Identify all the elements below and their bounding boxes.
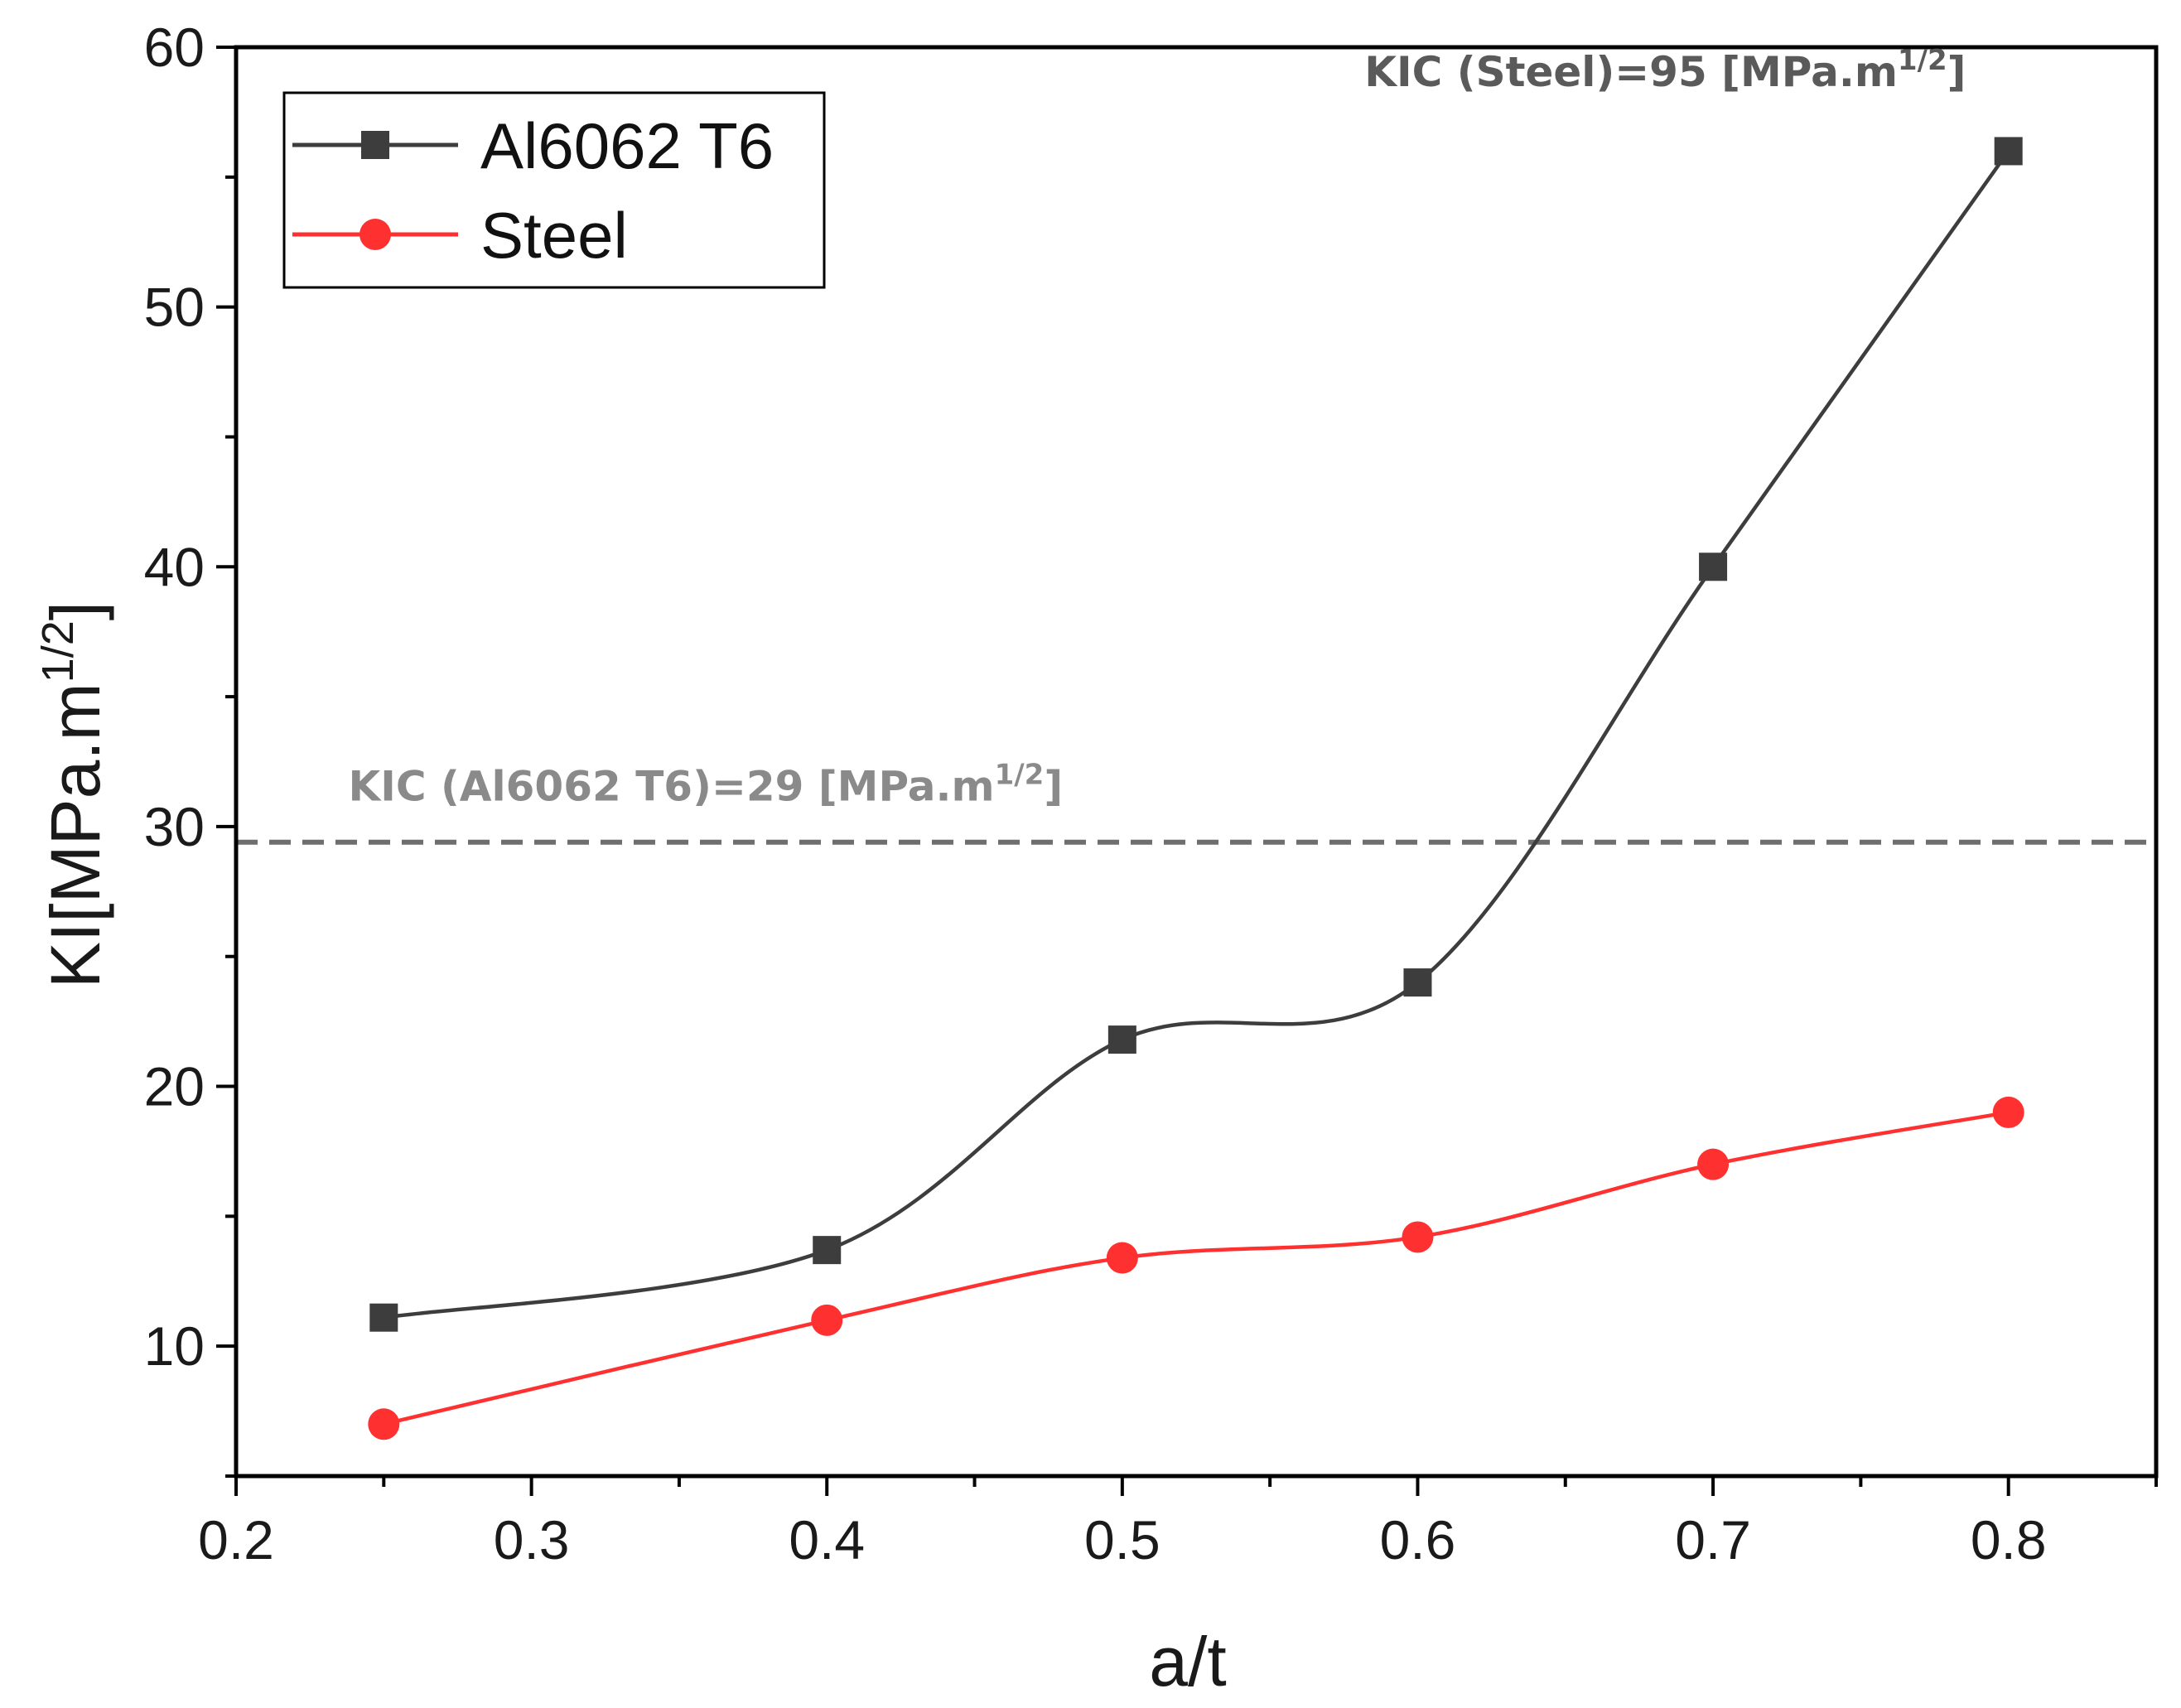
axis-ticks: 0.2 0.3 0.4 0.5 0.6 0.7 0.8 10 20 30 40 50 60: [144, 17, 2158, 1570]
data-point-circle: [368, 1408, 400, 1440]
x-tick-label: 0.4: [789, 1509, 865, 1570]
data-point-circle: [811, 1304, 843, 1336]
x-tick-label: 0.5: [1084, 1509, 1160, 1570]
y-tick-label: 10: [144, 1315, 205, 1377]
legend-label: Steel: [480, 199, 628, 272]
annotation-main: KIC (Steel)=95 [MPa.m: [1364, 48, 1898, 96]
data-point-circle: [1106, 1242, 1138, 1274]
legend-box: [282, 91, 826, 289]
y-axis-label-sup: 1/2: [33, 620, 83, 683]
annotation-main: KIC (Al6062 T6)=29 [MPa.m: [349, 763, 995, 811]
legend-marker-square: [361, 131, 389, 159]
data-point-circle: [1992, 1096, 2024, 1128]
legend-marker-circle: [359, 219, 391, 250]
y-tick-label: 50: [144, 277, 205, 338]
y-tick-label: 20: [144, 1056, 205, 1117]
x-axis-label: a/t: [1149, 1623, 1226, 1701]
annotation-close: ]: [1947, 48, 1966, 96]
series-al6062-t6: [369, 137, 2023, 1332]
data-point-circle: [1697, 1148, 1730, 1180]
y-axis-label-main: KI[MPa.m: [36, 683, 114, 988]
annotations: KIC (Al6062 T6)=29 [MPa.m1/2]KIC (Steel)…: [349, 44, 1966, 811]
data-point-square: [1699, 552, 1728, 581]
data-point-square: [369, 1303, 398, 1332]
x-tick-label: 0.6: [1380, 1509, 1456, 1570]
kic-annotation-al: KIC (Al6062 T6)=29 [MPa.m1/2]: [349, 759, 1064, 811]
legend: Al6062 T6 Steel: [282, 91, 826, 289]
data-point-square: [813, 1236, 842, 1265]
series-group: [368, 137, 2024, 1440]
plot-frame: [234, 45, 2159, 1479]
legend-label: Al6062 T6: [480, 109, 774, 182]
annotation-close: ]: [1044, 763, 1063, 811]
series-line: [383, 150, 2010, 1320]
legend-item-steel: Steel: [292, 199, 628, 272]
y-tick-label: 30: [144, 796, 205, 857]
y-tick-label: 40: [144, 536, 205, 597]
legend-item-al6062-t6: Al6062 T6: [292, 109, 774, 182]
y-axis-label-close: ]: [36, 601, 114, 620]
x-tick-label: 0.2: [198, 1509, 274, 1570]
x-tick-label: 0.8: [1971, 1509, 2047, 1570]
annotation-sup: 1/2: [1898, 44, 1947, 77]
data-point-square: [1403, 968, 1432, 997]
y-tick-label: 60: [144, 17, 205, 78]
series-steel: [368, 1096, 2024, 1440]
x-tick-label: 0.3: [494, 1509, 570, 1570]
series-line: [383, 1110, 2010, 1426]
x-tick-label: 0.7: [1675, 1509, 1751, 1570]
kic-annotation-steel: KIC (Steel)=95 [MPa.m1/2]: [1364, 44, 1966, 96]
data-point-circle: [1402, 1221, 1434, 1253]
data-point-square: [1994, 137, 2023, 166]
y-axis-label: KI[MPa.m1/2]: [33, 601, 114, 988]
data-point-square: [1107, 1025, 1136, 1054]
annotation-sup: 1/2: [995, 759, 1045, 792]
